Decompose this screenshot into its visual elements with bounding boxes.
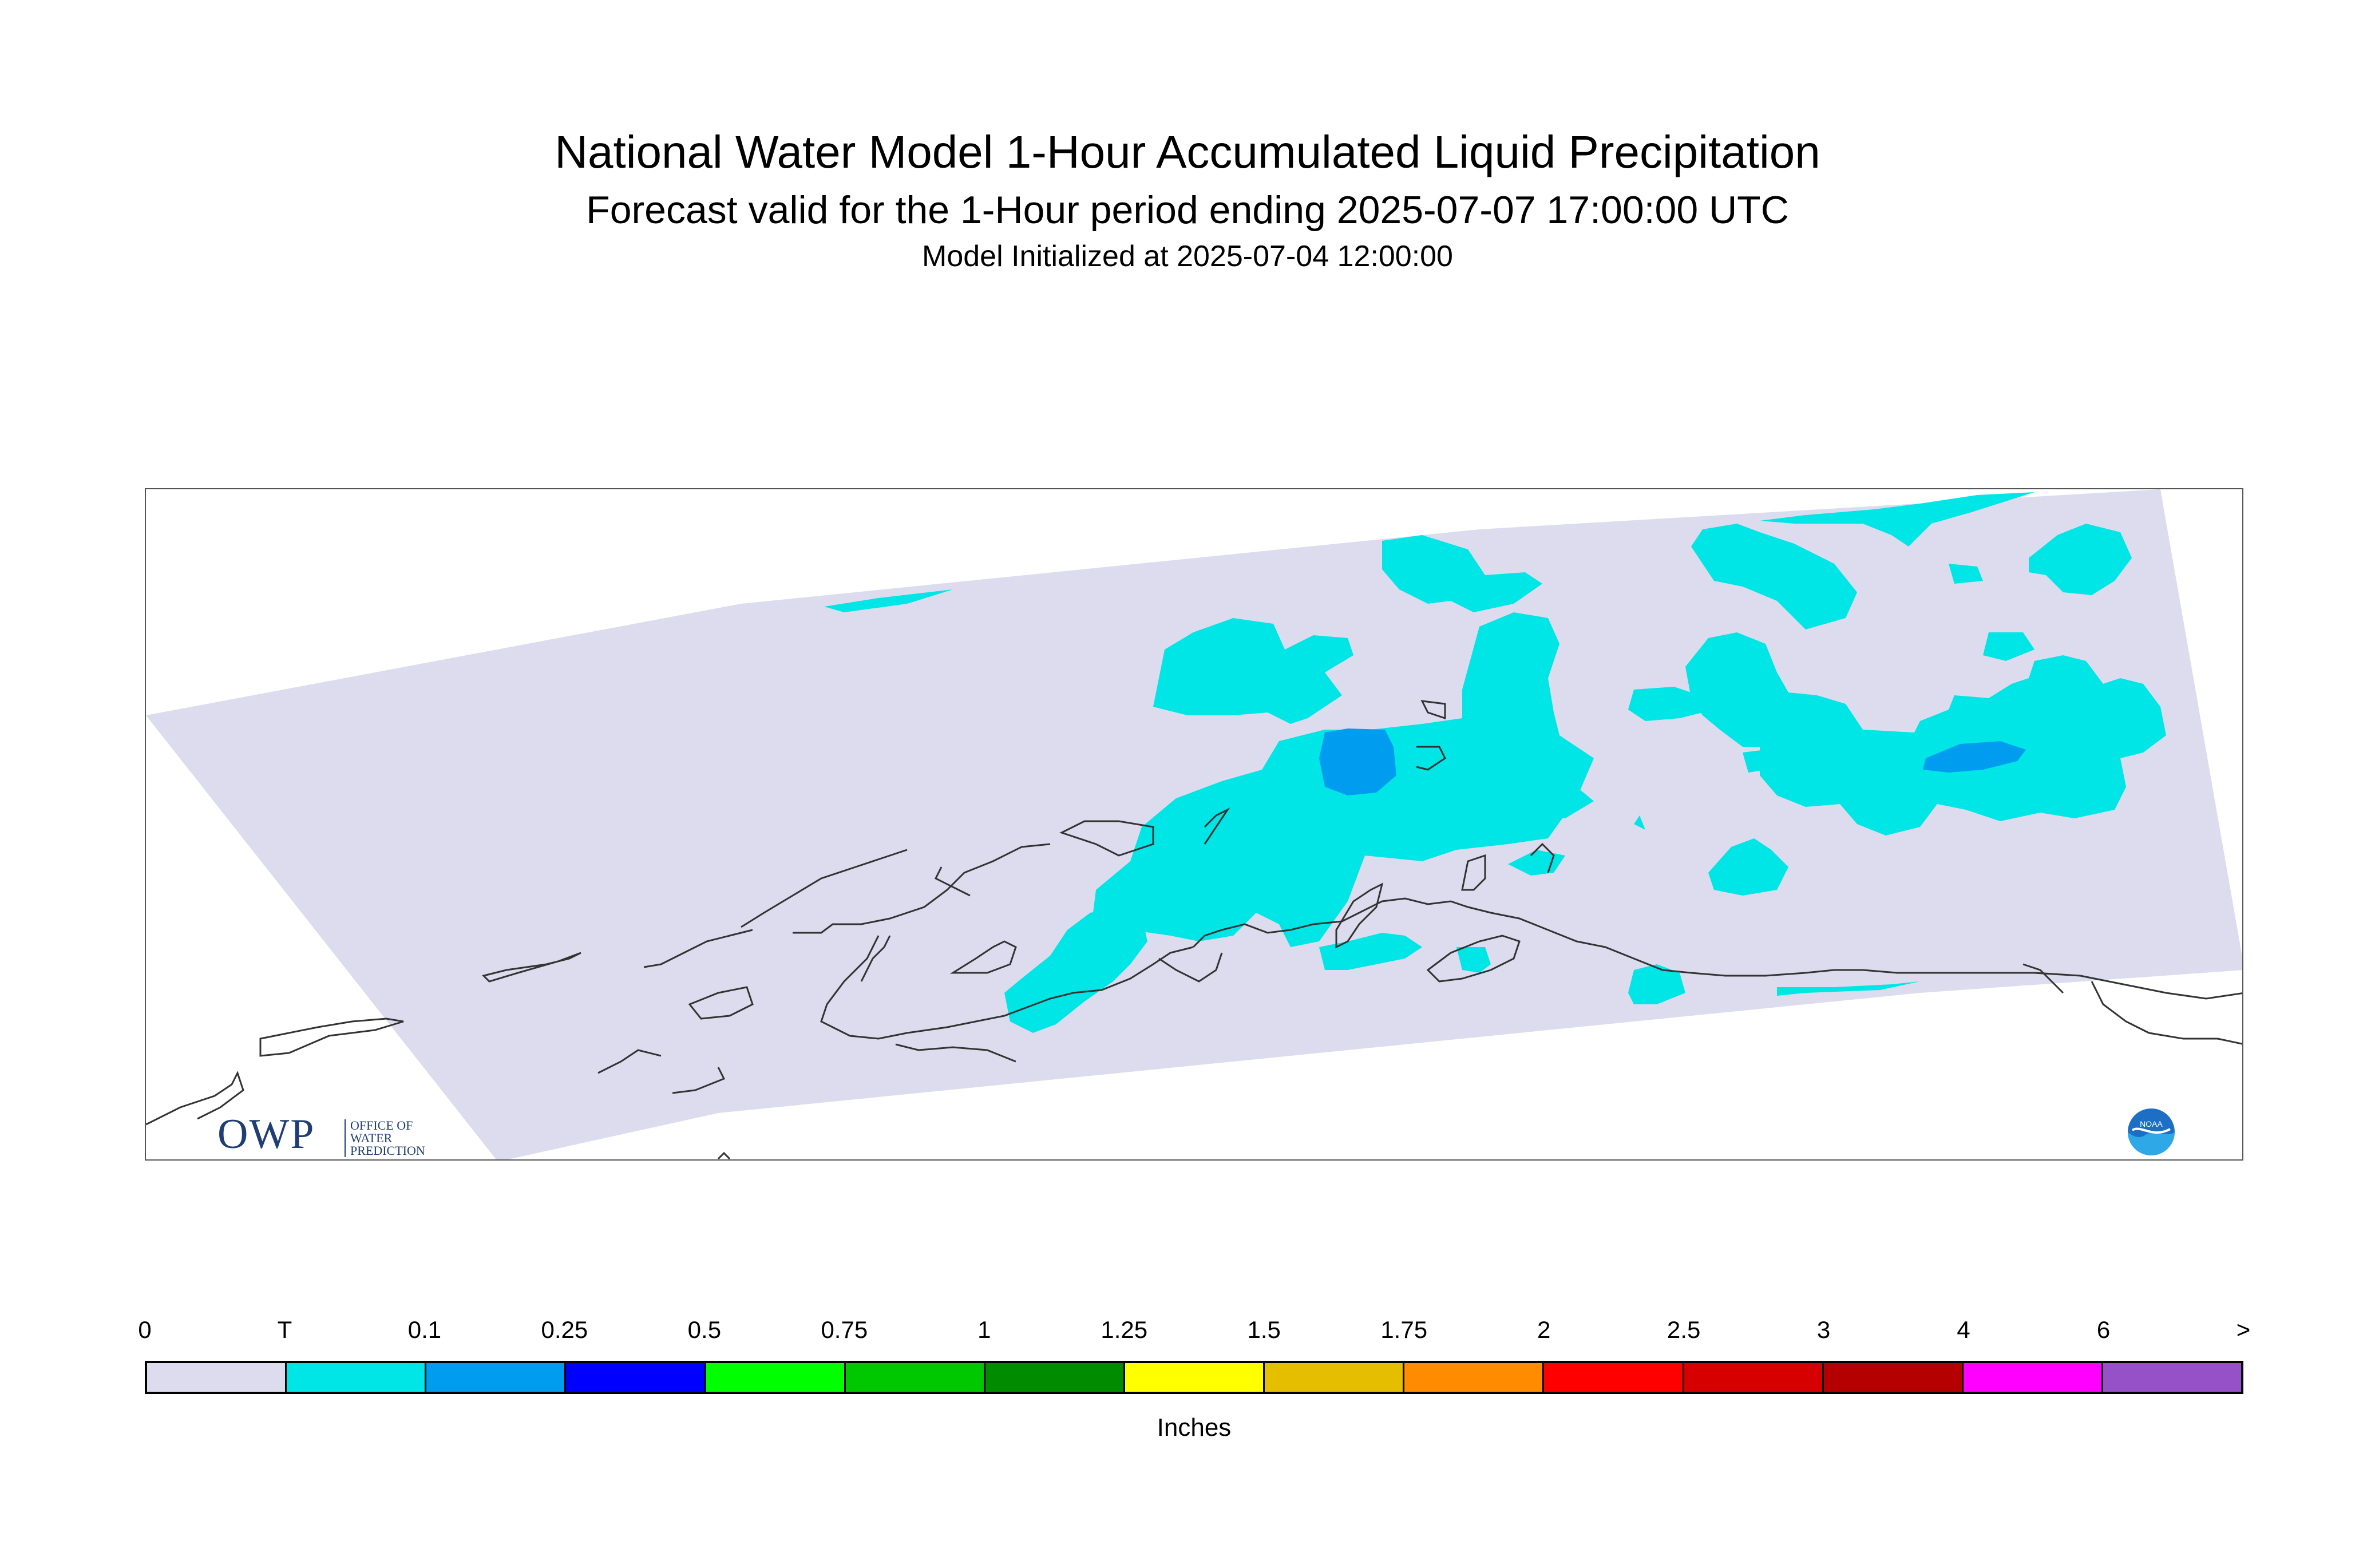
legend-tick-label: 1.25 <box>1101 1316 1148 1343</box>
map-subtitle: Forecast valid for the 1-Hour period end… <box>586 188 1789 232</box>
legend-tick-label: 3 <box>1816 1316 1831 1343</box>
legend-tick-label: T <box>277 1316 292 1343</box>
colorbar <box>145 1361 2243 1394</box>
legend-swatch <box>2103 1363 2242 1392</box>
svg-text:NOAA: NOAA <box>2140 1119 2163 1129</box>
precip-0.1-areas <box>1319 728 2026 795</box>
legend-tick-label: 0.1 <box>407 1316 442 1343</box>
color-legend: 0 T 0.1 0.25 0.5 0.75 1 1.25 1.5 1.75 2 2.5 3 4 6 > Inc… <box>138 1316 2250 1454</box>
legend-swatch <box>985 1363 1125 1392</box>
legend-swatch <box>566 1363 706 1392</box>
legend-swatch <box>1544 1363 1684 1392</box>
legend-tick-label: 1 <box>977 1316 991 1343</box>
legend-tick-label: 2 <box>1537 1316 1551 1343</box>
legend-tick-label: > <box>2236 1316 2251 1343</box>
legend-tick-label: 0 <box>138 1316 152 1343</box>
legend-swatch <box>147 1363 287 1392</box>
legend-swatch <box>1823 1363 1964 1392</box>
map-title: National Water Model 1-Hour Accumulated … <box>555 126 1820 177</box>
model-init-time: Model Initialized at 2025-07-04 12:00:00 <box>922 240 1453 273</box>
owp-logo-subtext: OFFICE OF WATER PREDICTION <box>345 1119 425 1157</box>
legend-swatch <box>426 1363 567 1392</box>
legend-swatch <box>1684 1363 1824 1392</box>
legend-tick-label: 1.75 <box>1380 1316 1428 1343</box>
map-canvas <box>146 489 2242 1159</box>
coastlines <box>146 700 2242 1159</box>
legend-tick-label: 6 <box>2096 1316 2111 1343</box>
precipitation-map[interactable]: OWP OFFICE OF WATER PREDICTION NOAA <box>145 488 2243 1161</box>
legend-tick-label: 0.75 <box>821 1316 868 1343</box>
legend-swatch <box>1125 1363 1265 1392</box>
legend-tick-label: 0.25 <box>541 1316 588 1343</box>
legend-swatch <box>1404 1363 1545 1392</box>
legend-swatch <box>1963 1363 2103 1392</box>
legend-units: Inches <box>1157 1413 1232 1442</box>
owp-logo-text: OWP <box>217 1111 315 1158</box>
legend-tick-label: 0.5 <box>687 1316 722 1343</box>
legend-swatch <box>287 1363 427 1392</box>
legend-tick-label: 4 <box>1957 1316 1970 1343</box>
legend-tick-label: 1.5 <box>1247 1316 1281 1343</box>
noaa-logo-icon: NOAA <box>2128 1108 2175 1155</box>
legend-tick-label: 2.5 <box>1667 1316 1701 1343</box>
legend-swatch <box>706 1363 846 1392</box>
legend-swatch <box>1265 1363 1405 1392</box>
legend-swatch <box>845 1363 985 1392</box>
